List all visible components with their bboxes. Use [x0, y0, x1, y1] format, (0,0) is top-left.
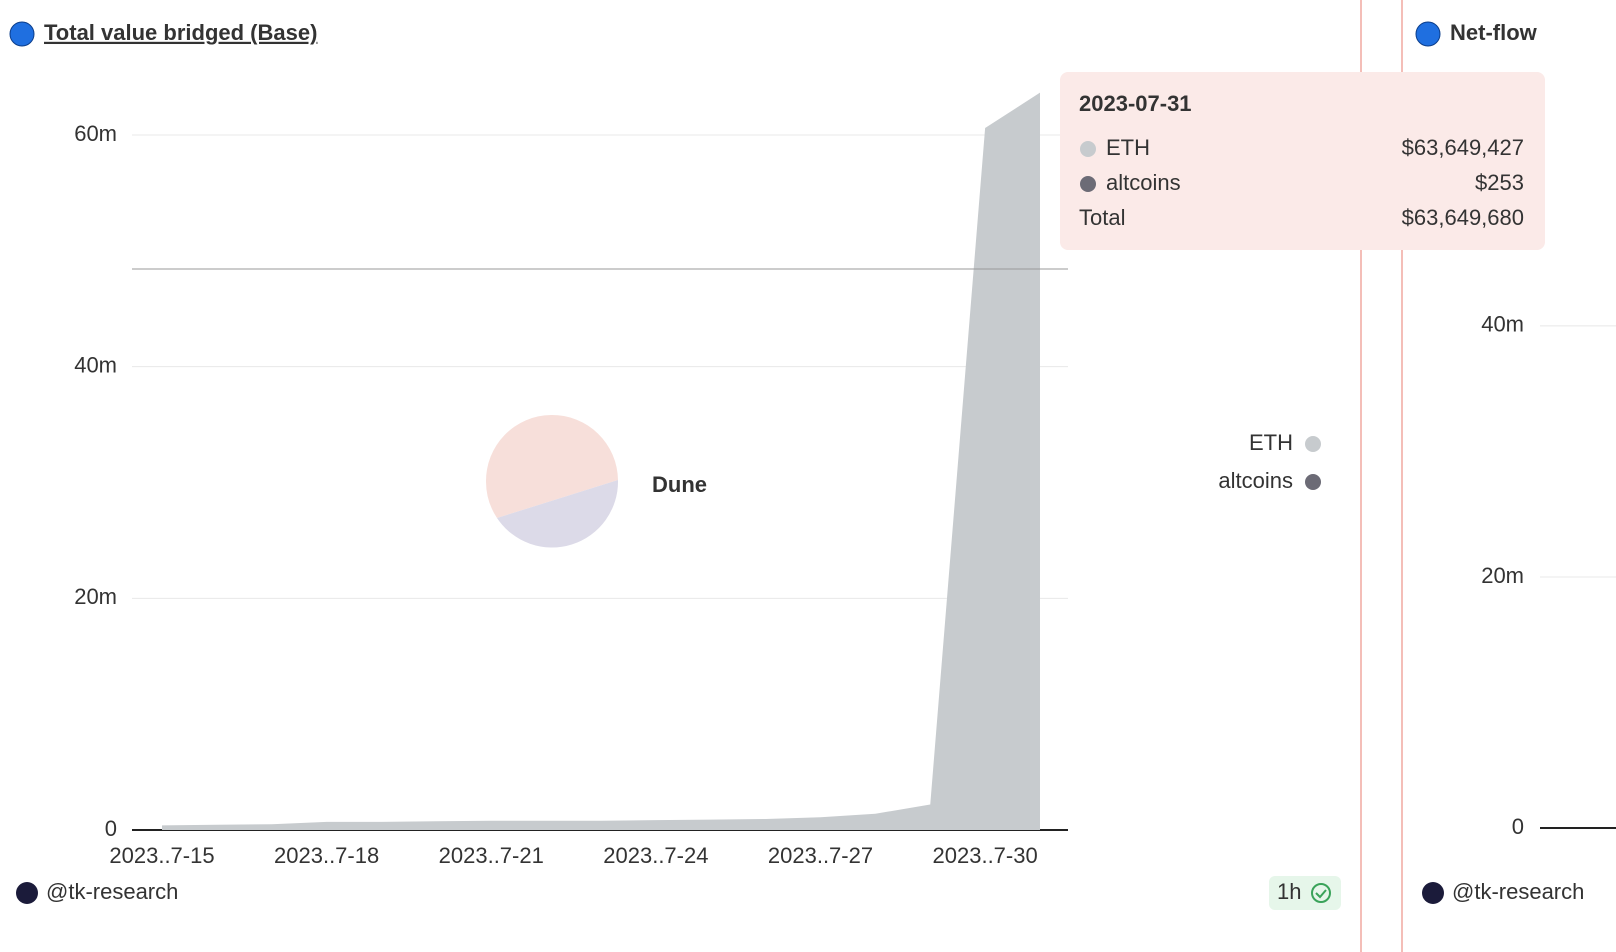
y-tick-label: 20m	[74, 584, 117, 609]
chart-title[interactable]: Total value bridged (Base)	[44, 20, 317, 45]
tooltip-dot	[1080, 176, 1096, 192]
area-0	[162, 92, 1040, 830]
x-tick-label: 2023..7-15	[109, 843, 214, 868]
tooltip-value: $253	[1475, 170, 1524, 195]
y-tick-label: 40m	[1481, 312, 1524, 337]
y-tick-label: 20m	[1481, 563, 1524, 588]
title-icon	[1415, 21, 1441, 47]
legend-dot	[1305, 436, 1321, 452]
y-tick-label: 40m	[74, 352, 117, 377]
refresh-time: 1h	[1277, 879, 1301, 904]
tooltip-total: $63,649,680	[1402, 205, 1524, 230]
tooltip-label: ETH	[1106, 135, 1150, 160]
watermark: Dune	[652, 472, 707, 497]
legend-dot	[1305, 474, 1321, 490]
chart-title[interactable]: Net-flow	[1450, 20, 1538, 45]
y-tick-label: 0	[105, 816, 117, 841]
x-tick-label: 2023..7-27	[768, 843, 873, 868]
watermark-logo	[485, 414, 618, 518]
author-avatar	[16, 882, 38, 904]
y-tick-label: 60m	[74, 121, 117, 146]
author[interactable]: @tk-research	[1452, 879, 1584, 904]
refresh-icon	[1315, 889, 1327, 899]
x-tick-label: 2023..7-21	[439, 843, 544, 868]
tooltip-total-label: Total	[1079, 205, 1125, 230]
x-tick-label: 2023..7-30	[933, 843, 1038, 868]
author[interactable]: @tk-research	[46, 879, 178, 904]
tooltip	[1060, 72, 1545, 250]
legend-label[interactable]: ETH	[1249, 430, 1293, 455]
x-tick-label: 2023..7-24	[603, 843, 708, 868]
y-tick-label: 0	[1512, 814, 1524, 839]
author-avatar	[1422, 882, 1444, 904]
x-tick-label: 2023..7-18	[274, 843, 379, 868]
watermark-logo	[497, 480, 619, 548]
refresh-icon	[1311, 883, 1331, 903]
legend-label[interactable]: altcoins	[1218, 468, 1293, 493]
title-icon	[9, 21, 35, 47]
tooltip-value: $63,649,427	[1402, 135, 1524, 160]
tooltip-label: altcoins	[1106, 170, 1181, 195]
tooltip-title: 2023-07-31	[1079, 91, 1192, 116]
tooltip-dot	[1080, 141, 1096, 157]
